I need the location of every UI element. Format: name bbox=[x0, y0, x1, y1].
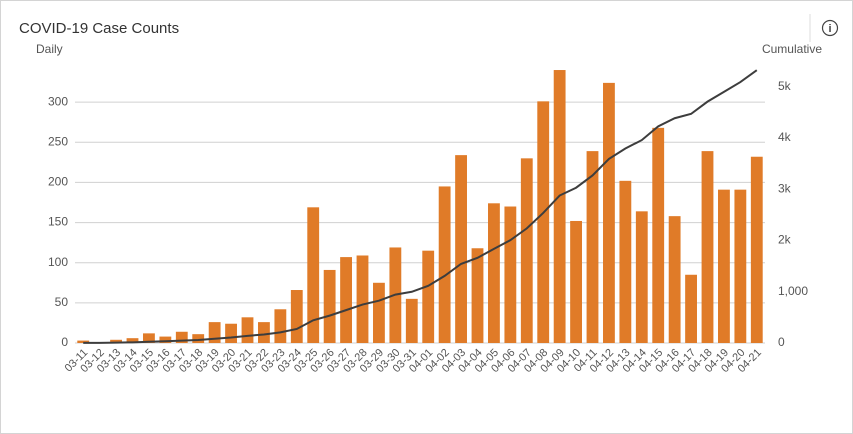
bar bbox=[652, 127, 665, 343]
y2-tick-label: 2k bbox=[778, 233, 792, 247]
y2-tick-label: 1,000 bbox=[778, 284, 808, 298]
bar bbox=[208, 322, 221, 343]
bar bbox=[553, 70, 566, 344]
y-tick-label: 200 bbox=[48, 175, 68, 189]
bar bbox=[586, 151, 599, 343]
chart-title: COVID-19 Case Counts bbox=[19, 20, 179, 37]
bar bbox=[110, 339, 122, 343]
bar bbox=[455, 155, 467, 343]
bar bbox=[175, 331, 188, 343]
bar bbox=[307, 207, 320, 343]
y-axis-label: Daily bbox=[36, 42, 63, 56]
bar bbox=[520, 158, 533, 343]
y2-tick-label: 5k bbox=[778, 79, 792, 93]
bar bbox=[570, 220, 582, 343]
y-tick-label: 0 bbox=[61, 335, 68, 349]
y-tick-label: 100 bbox=[48, 255, 68, 269]
bar bbox=[603, 82, 615, 344]
bar bbox=[241, 317, 254, 343]
bar bbox=[290, 290, 303, 343]
bar bbox=[405, 298, 418, 343]
y2-tick-label: 0 bbox=[778, 335, 785, 349]
bar bbox=[323, 269, 336, 343]
bar bbox=[159, 336, 172, 343]
bar bbox=[225, 323, 237, 343]
bar bbox=[77, 340, 90, 343]
y-tick-label: 250 bbox=[48, 134, 68, 148]
bar bbox=[471, 248, 484, 343]
y-tick-label: 300 bbox=[48, 94, 68, 108]
bar bbox=[718, 189, 730, 343]
bar bbox=[635, 211, 648, 343]
bar bbox=[356, 255, 369, 343]
bar bbox=[504, 206, 517, 343]
bar bbox=[668, 216, 681, 343]
y2-tick-label: 4k bbox=[778, 130, 792, 144]
bar bbox=[750, 156, 763, 343]
bar bbox=[274, 309, 287, 343]
bar bbox=[373, 282, 385, 343]
y-tick-label: 50 bbox=[55, 295, 69, 309]
bar bbox=[258, 322, 270, 343]
bar bbox=[192, 334, 205, 343]
bar bbox=[340, 257, 352, 343]
bar bbox=[685, 274, 697, 343]
cumulative-line bbox=[83, 69, 758, 344]
bar bbox=[488, 203, 500, 343]
y-tick-label: 150 bbox=[48, 215, 68, 229]
bar bbox=[422, 250, 435, 343]
bar bbox=[143, 333, 155, 343]
y2-axis-label: Cumulative bbox=[762, 42, 822, 56]
info-icon-glyph[interactable]: i bbox=[828, 23, 831, 35]
bar bbox=[537, 101, 550, 343]
bar bbox=[734, 189, 747, 343]
y2-tick-label: 3k bbox=[778, 181, 792, 195]
bar bbox=[438, 186, 451, 343]
bar bbox=[126, 338, 139, 343]
bar bbox=[619, 180, 632, 343]
info-icon[interactable] bbox=[821, 19, 839, 37]
bar bbox=[701, 151, 714, 343]
